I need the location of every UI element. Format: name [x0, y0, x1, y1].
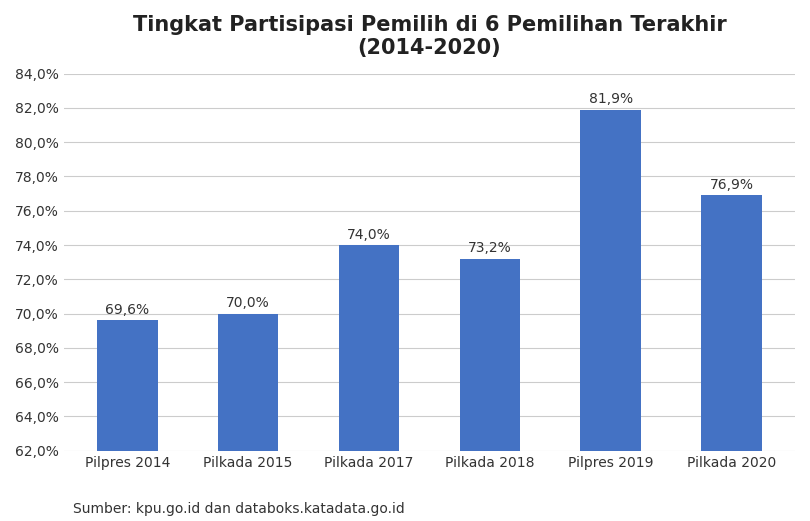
Bar — [581, 109, 641, 451]
Text: 81,9%: 81,9% — [589, 92, 633, 106]
Bar — [339, 245, 399, 451]
Text: 74,0%: 74,0% — [347, 228, 391, 242]
Text: Sumber: kpu.go.id dan databoks.katadata.go.id: Sumber: kpu.go.id dan databoks.katadata.… — [73, 502, 405, 516]
Text: 69,6%: 69,6% — [105, 303, 149, 317]
Bar — [97, 320, 157, 451]
Text: 70,0%: 70,0% — [226, 296, 270, 310]
Text: 73,2%: 73,2% — [468, 241, 512, 255]
Bar — [459, 259, 520, 451]
Text: 76,9%: 76,9% — [710, 178, 753, 192]
Bar — [218, 314, 279, 451]
Title: Tingkat Partisipasi Pemilih di 6 Pemilihan Terakhir
(2014-2020): Tingkat Partisipasi Pemilih di 6 Pemilih… — [133, 15, 727, 58]
Bar — [701, 195, 761, 451]
